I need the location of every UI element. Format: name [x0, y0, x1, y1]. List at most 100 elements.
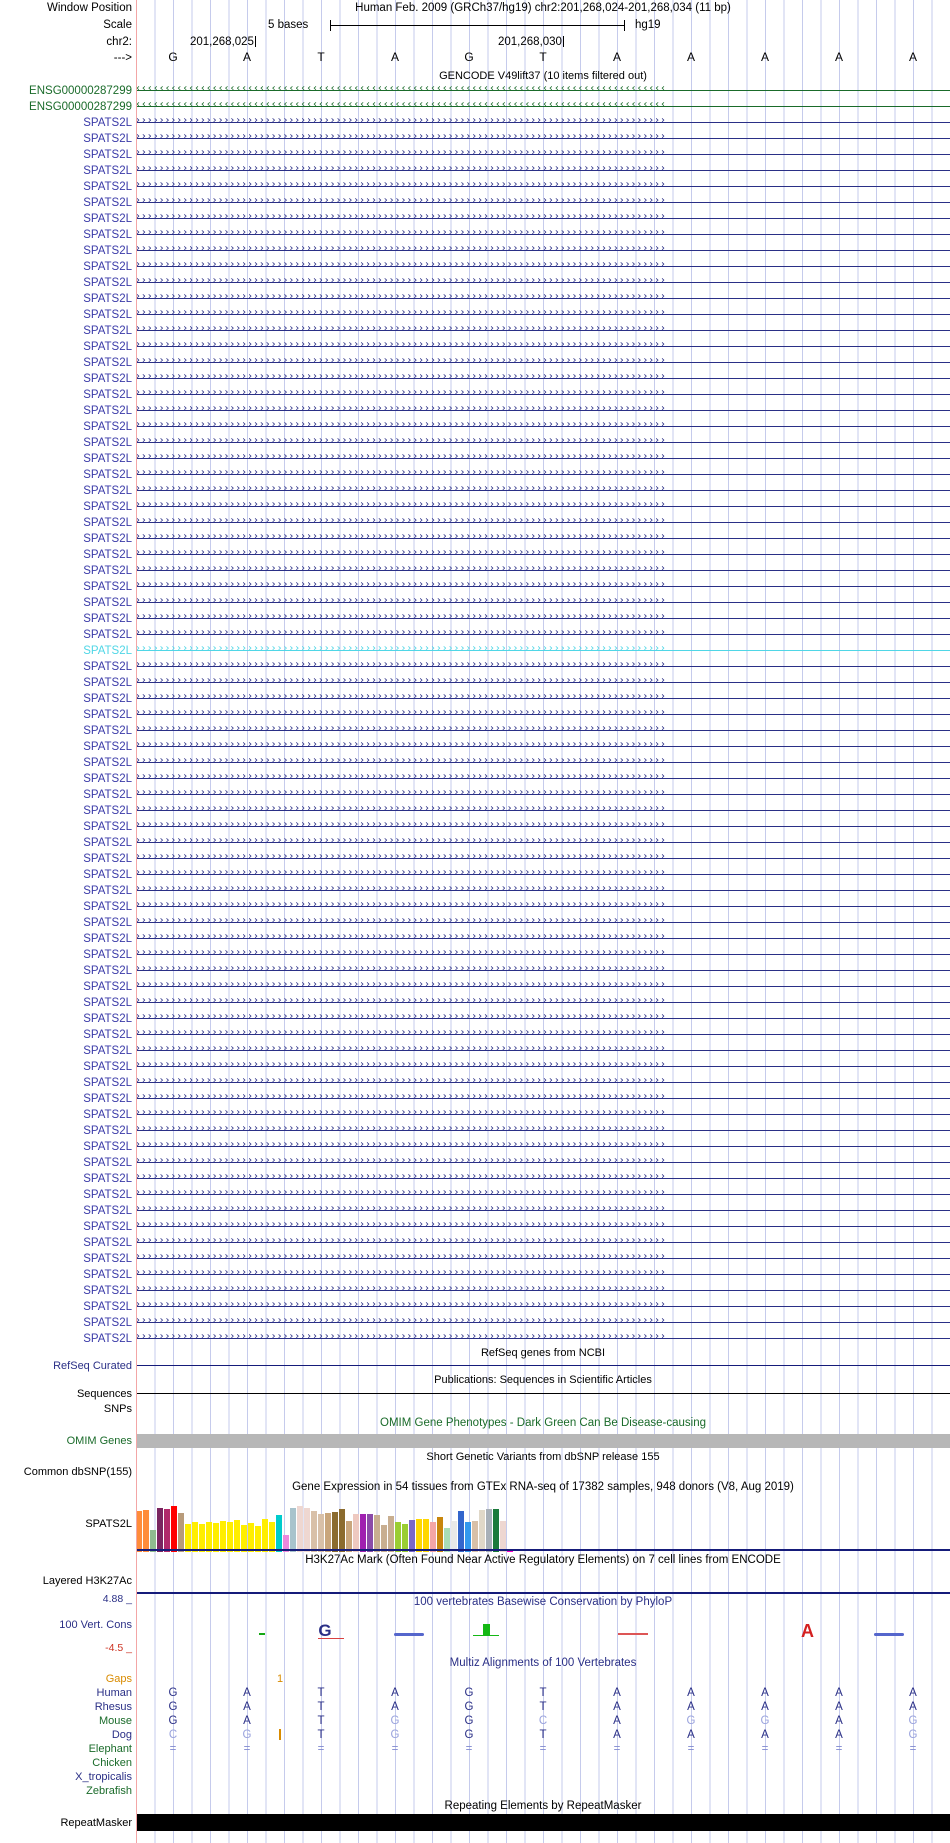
species-label[interactable]: Chicken: [92, 1757, 132, 1769]
gene-row-track[interactable]: ››››››››››››››››››››››››››››››››››››››››…: [136, 979, 950, 995]
gtex-tissue-bar[interactable]: [458, 1511, 464, 1552]
gene-row-track[interactable]: ››››››››››››››››››››››››››››››››››››››››…: [136, 691, 950, 707]
gene-row-label[interactable]: SPATS2L: [83, 821, 132, 833]
gene-row-track[interactable]: ››››››››››››››››››››››››››››››››››››››››…: [136, 1187, 950, 1203]
gtex-expression-row[interactable]: SPATS2L: [0, 1496, 950, 1552]
gene-row[interactable]: SPATS2L ›››››››››››››››››››››››››››››››››…: [0, 1123, 950, 1139]
gene-row[interactable]: SPATS2L ›››››››››››››››››››››››››››››››››…: [0, 643, 950, 659]
gene-row-track[interactable]: ››››››››››››››››››››››››››››››››››››››››…: [136, 1331, 950, 1347]
gtex-tissue-bar[interactable]: [178, 1513, 184, 1552]
gene-row-track[interactable]: ››››››››››››››››››››››››››››››››››››››››…: [136, 595, 950, 611]
gene-row-track[interactable]: ››››››››››››››››››››››››››››››››››››››››…: [136, 275, 950, 291]
gtex-tissue-bar[interactable]: [500, 1521, 506, 1552]
gene-row-track[interactable]: ››››››››››››››››››››››››››››››››››››››››…: [136, 915, 950, 931]
gtex-tissue-bar[interactable]: [437, 1517, 443, 1552]
gene-row-label[interactable]: SPATS2L: [83, 1061, 132, 1073]
species-label[interactable]: Human: [96, 1687, 132, 1699]
gene-row[interactable]: SPATS2L ›››››››››››››››››››››››››››››››››…: [0, 1283, 950, 1299]
gene-row-track[interactable]: ››››››››››››››››››››››››››››››››››››››››…: [136, 883, 950, 899]
gene-row[interactable]: SPATS2L ›››››››››››››››››››››››››››››››››…: [0, 371, 950, 387]
sequences-label[interactable]: Sequences: [76, 1388, 132, 1400]
gene-row-track[interactable]: ››››››››››››››››››››››››››››››››››››››››…: [136, 1155, 950, 1171]
gene-row[interactable]: SPATS2L ›››››››››››››››››››››››››››››››››…: [0, 115, 950, 131]
gene-row[interactable]: ENSG00000287299 ‹‹‹‹‹‹‹‹‹‹‹‹‹‹‹‹‹‹‹‹‹‹‹‹‹…: [0, 83, 950, 99]
omim-genes-label[interactable]: OMIM Genes: [66, 1435, 132, 1447]
gene-row-track[interactable]: ››››››››››››››››››››››››››››››››››››››››…: [136, 419, 950, 435]
gene-row[interactable]: SPATS2L ›››››››››››››››››››››››››››››››››…: [0, 691, 950, 707]
species-label[interactable]: Elephant: [88, 1743, 132, 1755]
gene-row-label[interactable]: SPATS2L: [83, 1237, 132, 1249]
gene-row-track[interactable]: ››››››››››››››››››››››››››››››››››››››››…: [136, 131, 950, 147]
gene-row-label[interactable]: SPATS2L: [83, 1301, 132, 1313]
gene-row-track[interactable]: ››››››››››››››››››››››››››››››››››››››››…: [136, 435, 950, 451]
h3k27ac-row[interactable]: Layered H3K27Ac: [0, 1568, 950, 1594]
species-label[interactable]: X_tropicalis: [75, 1771, 132, 1783]
sequences-row[interactable]: Sequences: [0, 1387, 950, 1401]
gene-row[interactable]: SPATS2L ›››››››››››››››››››››››››››››››››…: [0, 163, 950, 179]
gene-row[interactable]: SPATS2L ›››››››››››››››››››››››››››››››››…: [0, 947, 950, 963]
gtex-tissue-bar[interactable]: [255, 1526, 261, 1552]
gene-row[interactable]: SPATS2L ›››››››››››››››››››››››››››››››››…: [0, 707, 950, 723]
multiz-species-row[interactable]: Zebrafish: [0, 1784, 950, 1798]
gene-row-label[interactable]: SPATS2L: [83, 741, 132, 753]
gene-row[interactable]: SPATS2L ›››››››››››››››››››››››››››››››››…: [0, 1107, 950, 1123]
gtex-tissue-bar[interactable]: [157, 1508, 163, 1552]
gene-row[interactable]: SPATS2L ›››››››››››››››››››››››››››››››››…: [0, 227, 950, 243]
gene-row[interactable]: SPATS2L ›››››››››››››››››››››››››››››››››…: [0, 611, 950, 627]
gtex-tissue-bar[interactable]: [206, 1522, 212, 1552]
gene-row[interactable]: ENSG00000287299 ‹‹‹‹‹‹‹‹‹‹‹‹‹‹‹‹‹‹‹‹‹‹‹‹‹…: [0, 99, 950, 115]
refseq-curated-label[interactable]: RefSeq Curated: [53, 1360, 132, 1372]
gene-row-label[interactable]: SPATS2L: [83, 805, 132, 817]
gtex-bar-chart[interactable]: [136, 1500, 514, 1552]
gene-row-label[interactable]: SPATS2L: [83, 389, 132, 401]
gene-row-track[interactable]: ››››››››››››››››››››››››››››››››››››››››…: [136, 515, 950, 531]
gtex-tissue-bar[interactable]: [150, 1530, 156, 1552]
gene-row-track[interactable]: ››››››››››››››››››››››››››››››››››››››››…: [136, 1091, 950, 1107]
gene-row[interactable]: SPATS2L ›››››››››››››››››››››››››››››››››…: [0, 995, 950, 1011]
gene-row-track[interactable]: ››››››››››››››››››››››››››››››››››››››››…: [136, 1123, 950, 1139]
gtex-tissue-bar[interactable]: [472, 1521, 478, 1552]
gene-row-track[interactable]: ››››››››››››››››››››››››››››››››››››››››…: [136, 707, 950, 723]
gene-row-track[interactable]: ››››››››››››››››››››››››››››››››››››››››…: [136, 675, 950, 691]
snps-label[interactable]: SNPs: [103, 1403, 132, 1415]
gene-row-label[interactable]: SPATS2L: [83, 597, 132, 609]
gene-row-track[interactable]: ››››››››››››››››››››››››››››››››››››››››…: [136, 931, 950, 947]
gene-row-track[interactable]: ››››››››››››››››››››››››››››››››››››››››…: [136, 339, 950, 355]
h3k27ac-label[interactable]: Layered H3K27Ac: [42, 1575, 132, 1587]
gtex-tissue-bar[interactable]: [325, 1513, 331, 1552]
gtex-tissue-bar[interactable]: [143, 1510, 149, 1552]
gene-row-label[interactable]: SPATS2L: [83, 309, 132, 321]
gene-row[interactable]: SPATS2L ›››››››››››››››››››››››››››››››››…: [0, 1091, 950, 1107]
gtex-tissue-bar[interactable]: [234, 1520, 240, 1552]
gtex-tissue-bar[interactable]: [283, 1535, 289, 1552]
gene-row[interactable]: SPATS2L ›››››››››››››››››››››››››››››››››…: [0, 1203, 950, 1219]
gene-row-label[interactable]: SPATS2L: [83, 277, 132, 289]
gene-row[interactable]: SPATS2L ›››››››››››››››››››››››››››››››››…: [0, 1059, 950, 1075]
gaps-label[interactable]: Gaps: [105, 1673, 132, 1685]
gene-row-label[interactable]: ENSG00000287299: [29, 85, 132, 97]
gtex-tissue-bar[interactable]: [213, 1523, 219, 1552]
gene-row[interactable]: SPATS2L ›››››››››››››››››››››››››››››››››…: [0, 787, 950, 803]
gene-row[interactable]: SPATS2L ›››››››››››››››››››››››››››››››››…: [0, 659, 950, 675]
gene-row[interactable]: SPATS2L ›››››››››››››››››››››››››››››››››…: [0, 675, 950, 691]
gene-row[interactable]: SPATS2L ›››››››››››››››››››››››››››››››››…: [0, 451, 950, 467]
gtex-tissue-bar[interactable]: [192, 1522, 198, 1552]
gene-row[interactable]: SPATS2L ›››››››››››››››››››››››››››››››››…: [0, 243, 950, 259]
gene-row-track[interactable]: ››››››››››››››››››››››››››››››››››››››››…: [136, 323, 950, 339]
gene-row-label[interactable]: SPATS2L: [83, 1333, 132, 1345]
gene-row-track[interactable]: ››››››››››››››››››››››››››››››››››››››››…: [136, 483, 950, 499]
gene-row-label[interactable]: SPATS2L: [83, 661, 132, 673]
gene-row-track[interactable]: ››››››››››››››››››››››››››››››››››››››››…: [136, 563, 950, 579]
gene-row[interactable]: SPATS2L ›››››››››››››››››››››››››››››››››…: [0, 211, 950, 227]
gene-row-label[interactable]: SPATS2L: [83, 565, 132, 577]
gene-row-track[interactable]: ››››››››››››››››››››››››››››››››››››››››…: [136, 307, 950, 323]
gene-row-label[interactable]: SPATS2L: [83, 1109, 132, 1121]
gene-row[interactable]: SPATS2L ›››››››››››››››››››››››››››››››››…: [0, 595, 950, 611]
gtex-tissue-bar[interactable]: [381, 1525, 387, 1552]
gene-row-label[interactable]: SPATS2L: [83, 213, 132, 225]
gtex-tissue-bar[interactable]: [276, 1515, 282, 1552]
gene-row-track[interactable]: ››››››››››››››››››››››››››››››››››››››››…: [136, 1315, 950, 1331]
gtex-tissue-bar[interactable]: [220, 1521, 226, 1552]
gene-row[interactable]: SPATS2L ›››››››››››››››››››››››››››››››››…: [0, 339, 950, 355]
gene-row[interactable]: SPATS2L ›››››››››››››››››››››››››››››››››…: [0, 259, 950, 275]
